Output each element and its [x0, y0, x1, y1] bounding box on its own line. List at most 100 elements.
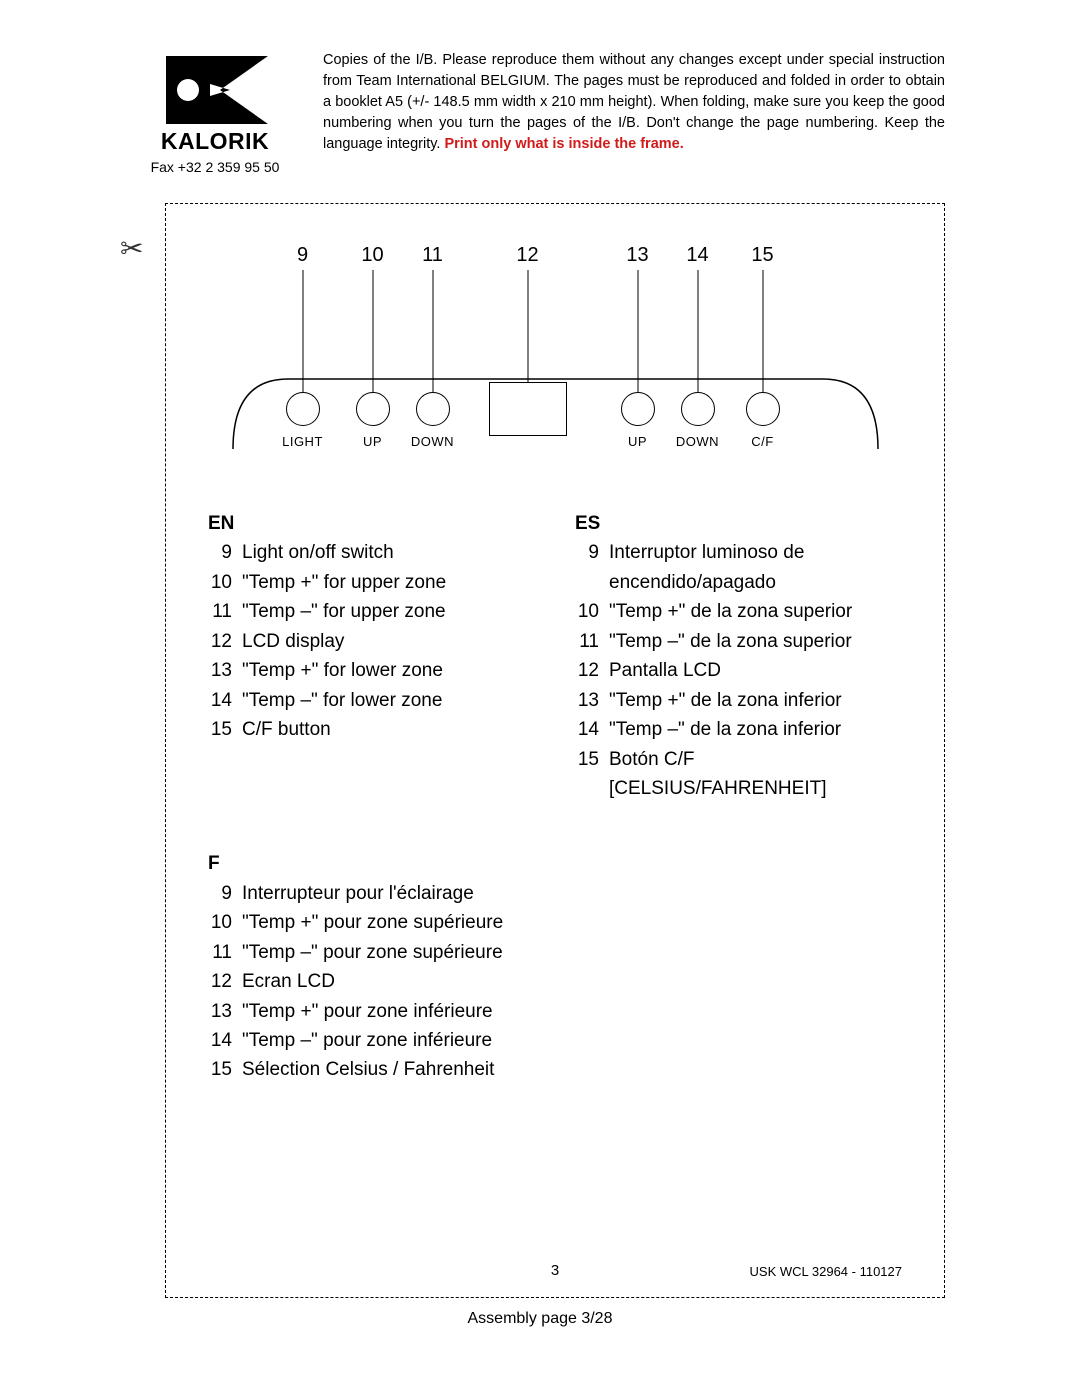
- item-text: "Temp –" for lower zone: [242, 686, 535, 715]
- button-label: DOWN: [411, 434, 454, 449]
- control-panel-diagram: 9LIGHT10UP11DOWN1213UP14DOWN15C/F: [218, 244, 893, 469]
- item-number: 9: [575, 538, 609, 597]
- list-item: 11"Temp –" de la zona superior: [575, 627, 902, 656]
- kalorik-logo-icon: [160, 50, 270, 130]
- lang-head-fr: F: [208, 849, 902, 878]
- item-number: 15: [575, 745, 609, 774]
- list-item: 9Interrupteur pour l'éclairage: [208, 879, 902, 908]
- item-number: 10: [208, 568, 242, 597]
- lang-head-es: ES: [575, 509, 902, 538]
- item-number: 12: [208, 967, 242, 996]
- scissors-icon: ✂: [120, 235, 143, 263]
- item-text: "Temp +" pour zone supérieure: [242, 908, 902, 937]
- list-item: 15Botón C/F: [575, 745, 902, 774]
- en-items: 9Light on/off switch10"Temp +" for upper…: [208, 538, 535, 744]
- item-number: 14: [208, 1026, 242, 1055]
- brand-name: KALORIK: [135, 128, 295, 155]
- list-item: 9Light on/off switch: [208, 538, 535, 567]
- es-items: 9Interruptor luminoso de encendido/apaga…: [575, 538, 902, 774]
- item-number: 11: [575, 627, 609, 656]
- page: KALORIK Fax +32 2 359 95 50 Copies of th…: [0, 0, 1080, 1397]
- item-number: 14: [208, 686, 242, 715]
- list-item: 11"Temp –" pour zone supérieure: [208, 938, 902, 967]
- item-text: "Temp +" de la zona superior: [609, 597, 902, 626]
- list-item: 14"Temp –" for lower zone: [208, 686, 535, 715]
- list-item: 14"Temp –" de la zona inferior: [575, 715, 902, 744]
- leader-line: [527, 270, 528, 382]
- item-number: 13: [208, 997, 242, 1026]
- button-circle: [416, 392, 450, 426]
- item-text: C/F button: [242, 715, 535, 744]
- list-item: 12Ecran LCD: [208, 967, 902, 996]
- list-item: 15C/F button: [208, 715, 535, 744]
- leader-line: [372, 270, 373, 392]
- callout-number: 14: [686, 244, 708, 267]
- item-text: Botón C/F: [609, 745, 902, 774]
- button-label: UP: [628, 434, 647, 449]
- item-text: Pantalla LCD: [609, 656, 902, 685]
- list-item: 13"Temp +" pour zone inférieure: [208, 997, 902, 1026]
- item-number: 11: [208, 938, 242, 967]
- callout-number: 9: [297, 244, 308, 267]
- leader-line: [302, 270, 303, 392]
- item-text: "Temp –" pour zone supérieure: [242, 938, 902, 967]
- header-notice: Copies of the I/B. Please reproduce them…: [323, 50, 945, 155]
- column-es: ES 9Interruptor luminoso de encendido/ap…: [575, 509, 902, 803]
- item-text: Sélection Celsius / Fahrenheit: [242, 1055, 902, 1084]
- item-number: 15: [208, 715, 242, 744]
- leader-line: [697, 270, 698, 392]
- print-frame: 9LIGHT10UP11DOWN1213UP14DOWN15C/F EN 9Li…: [165, 203, 945, 1298]
- item-number: 9: [208, 879, 242, 908]
- button-circle: [286, 392, 320, 426]
- item-text: "Temp +" pour zone inférieure: [242, 997, 902, 1026]
- notice-red-text: Print only what is inside the frame.: [444, 136, 683, 152]
- list-item: 9Interruptor luminoso de encendido/apaga…: [575, 538, 902, 597]
- item-text: Ecran LCD: [242, 967, 902, 996]
- item-number: 15: [208, 1055, 242, 1084]
- callout-number: 15: [751, 244, 773, 267]
- language-columns: EN 9Light on/off switch10"Temp +" for up…: [208, 509, 902, 803]
- fr-items: 9Interrupteur pour l'éclairage10"Temp +"…: [208, 879, 902, 1085]
- item-text: Interrupteur pour l'éclairage: [242, 879, 902, 908]
- fax-number: Fax +32 2 359 95 50: [135, 159, 295, 175]
- lang-head-en: EN: [208, 509, 535, 538]
- item-number: 10: [208, 908, 242, 937]
- item-text: "Temp –" de la zona superior: [609, 627, 902, 656]
- callout-number: 12: [516, 244, 538, 267]
- list-item: 10"Temp +" for upper zone: [208, 568, 535, 597]
- item-text: "Temp +" de la zona inferior: [609, 686, 902, 715]
- callout-number: 13: [626, 244, 648, 267]
- item-text: "Temp –" for upper zone: [242, 597, 535, 626]
- button-label: LIGHT: [282, 434, 323, 449]
- item-text: LCD display: [242, 627, 535, 656]
- column-fr: F 9Interrupteur pour l'éclairage10"Temp …: [208, 849, 902, 1085]
- item-text: Light on/off switch: [242, 538, 535, 567]
- item-text: Interruptor luminoso de encendido/apagad…: [609, 538, 902, 597]
- item-number: 9: [208, 538, 242, 567]
- button-label: DOWN: [676, 434, 719, 449]
- item-number: 12: [575, 656, 609, 685]
- product-code: USK WCL 32964 - 110127: [750, 1264, 902, 1279]
- list-item: 15Sélection Celsius / Fahrenheit: [208, 1055, 902, 1084]
- list-item: 10"Temp +" pour zone supérieure: [208, 908, 902, 937]
- page-number: 3: [551, 1262, 559, 1279]
- logo-block: KALORIK Fax +32 2 359 95 50: [135, 50, 295, 175]
- item-text: "Temp –" pour zone inférieure: [242, 1026, 902, 1055]
- assembly-footer: Assembly page 3/28: [135, 1310, 945, 1328]
- leader-line: [762, 270, 763, 392]
- list-item: 10"Temp +" de la zona superior: [575, 597, 902, 626]
- button-circle: [621, 392, 655, 426]
- list-item: 12LCD display: [208, 627, 535, 656]
- list-item: 11"Temp –" for upper zone: [208, 597, 535, 626]
- button-label: C/F: [751, 434, 773, 449]
- item-number: 13: [208, 656, 242, 685]
- item-text: "Temp +" for upper zone: [242, 568, 535, 597]
- item-text: "Temp –" de la zona inferior: [609, 715, 902, 744]
- list-item: 12Pantalla LCD: [575, 656, 902, 685]
- list-item: 14"Temp –" pour zone inférieure: [208, 1026, 902, 1055]
- lcd-rect: [489, 382, 567, 436]
- item-number: 12: [208, 627, 242, 656]
- item-number: 10: [575, 597, 609, 626]
- button-circle: [356, 392, 390, 426]
- button-circle: [746, 392, 780, 426]
